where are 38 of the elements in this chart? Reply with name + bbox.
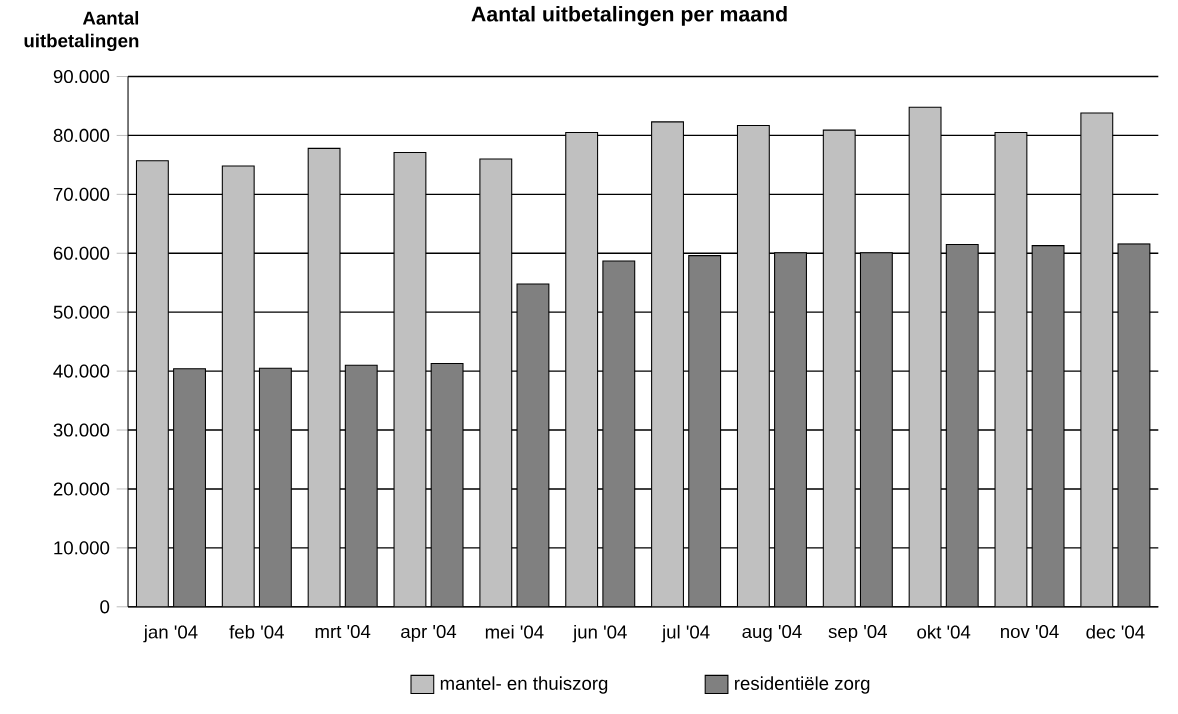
bar xyxy=(909,106,941,607)
y-tick-label: 90.000 xyxy=(53,69,110,83)
x-tick-label: nov '04 xyxy=(1001,624,1059,638)
y-axis-title: Aantal uitbetalingen xyxy=(24,10,139,51)
bar xyxy=(995,132,1027,607)
bar xyxy=(222,165,255,607)
bar xyxy=(565,132,598,607)
y-tick-label: 0 xyxy=(100,600,110,614)
bar xyxy=(823,129,856,607)
x-tick-label: apr '04 xyxy=(401,624,457,642)
bar xyxy=(479,158,512,607)
legend-label: residentiële zorg xyxy=(735,676,870,694)
x-tick-label: jan '04 xyxy=(143,624,198,643)
chart-title: Aantal uitbetalingen per maand xyxy=(471,5,787,26)
x-tick-label: jul '04 xyxy=(661,624,710,643)
bar xyxy=(651,121,684,607)
x-tick-label: mrt '04 xyxy=(315,624,371,638)
y-tick-label: 50.000 xyxy=(53,305,110,319)
y-tick-label: 10.000 xyxy=(54,541,110,555)
y-tick-label: 20.000 xyxy=(53,482,110,496)
y-tick-label: 60.000 xyxy=(53,246,110,260)
x-tick-label: sep '04 xyxy=(828,624,887,642)
x-tick-label: aug '04 xyxy=(742,624,802,642)
y-tick-label: 30.000 xyxy=(53,423,110,437)
legend-label: mantel- en thuiszorg xyxy=(440,676,608,694)
x-tick-label: feb '04 xyxy=(229,624,284,639)
bar xyxy=(308,148,340,607)
x-tick-label: jun '04 xyxy=(572,624,627,643)
y-tick-label: 70.000 xyxy=(53,187,110,201)
y-tick-label: 80.000 xyxy=(53,128,110,142)
x-tick-label: okt '04 xyxy=(917,624,971,639)
x-tick-label: dec '04 xyxy=(1086,624,1145,639)
bar xyxy=(394,152,426,607)
bar xyxy=(1080,112,1114,607)
x-tick-label: mei '04 xyxy=(485,624,544,639)
bar xyxy=(136,160,169,607)
y-tick-label: 40.000 xyxy=(53,364,110,378)
bar xyxy=(737,125,770,607)
